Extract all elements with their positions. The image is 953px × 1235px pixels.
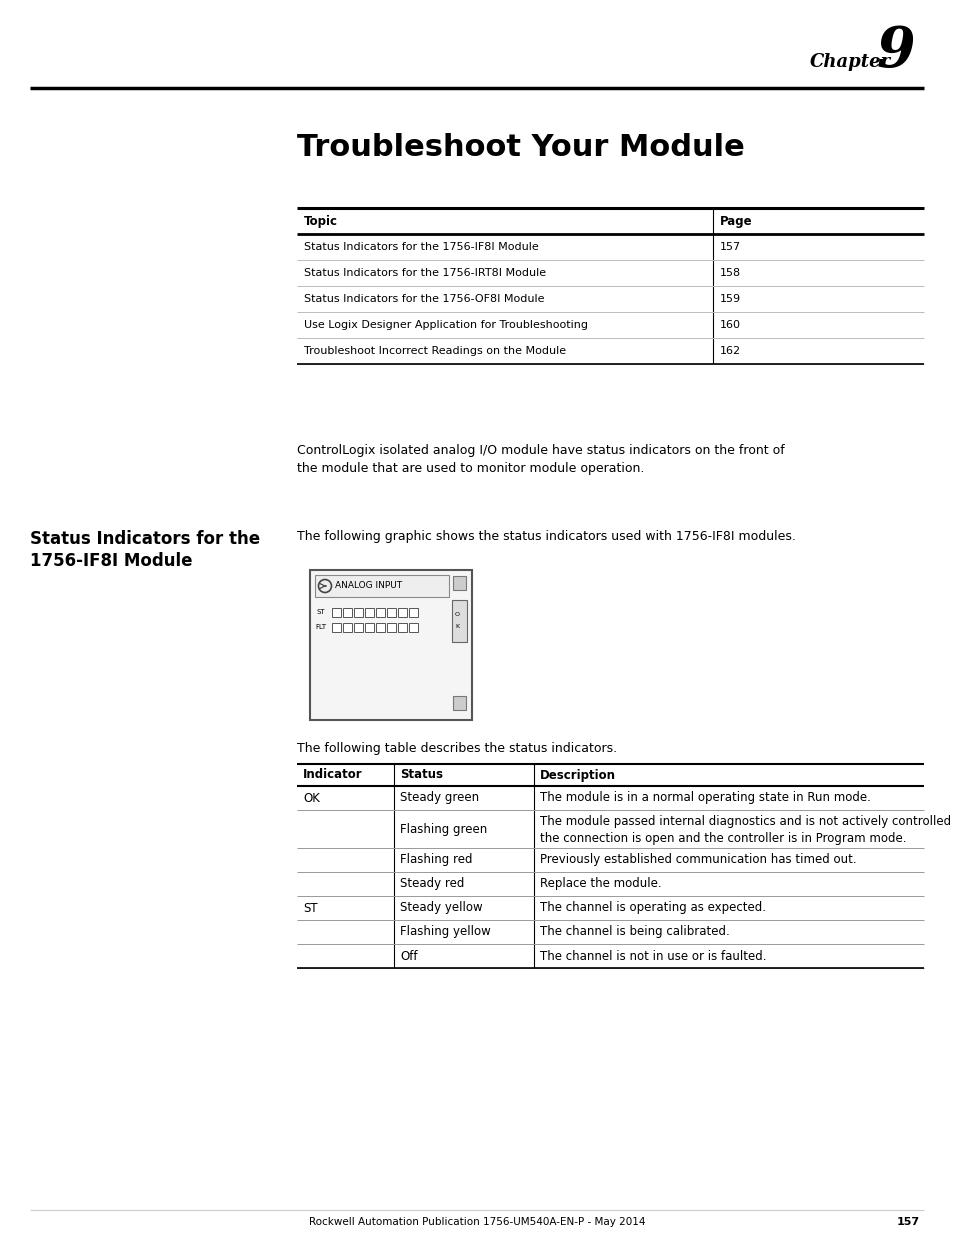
Text: 159: 159	[720, 294, 740, 304]
Text: 9: 9	[876, 25, 915, 79]
Text: The channel is being calibrated.: The channel is being calibrated.	[539, 925, 729, 939]
Text: 157: 157	[896, 1216, 919, 1228]
Text: 160: 160	[720, 320, 740, 330]
Text: Status Indicators for the 1756-IRT8I Module: Status Indicators for the 1756-IRT8I Mod…	[304, 268, 545, 278]
Text: 158: 158	[720, 268, 740, 278]
Bar	[314, 576, 449, 597]
Bar	[453, 697, 465, 710]
Text: 162: 162	[720, 346, 740, 356]
Text: ControlLogix isolated analog I/O module have status indicators on the front of
t: ControlLogix isolated analog I/O module …	[296, 445, 784, 475]
Bar	[409, 622, 417, 632]
Text: Status Indicators for the: Status Indicators for the	[30, 530, 260, 548]
Text: Troubleshoot Your Module: Troubleshoot Your Module	[296, 133, 744, 163]
Text: Status Indicators for the 1756-IF8I Module: Status Indicators for the 1756-IF8I Modu…	[304, 242, 538, 252]
Bar	[387, 622, 395, 632]
Text: The module is in a normal operating state in Run mode.: The module is in a normal operating stat…	[539, 792, 870, 804]
Bar	[452, 600, 467, 642]
Text: The following table describes the status indicators.: The following table describes the status…	[296, 742, 617, 755]
Bar	[343, 608, 352, 618]
Bar	[375, 622, 385, 632]
Text: O: O	[455, 611, 459, 616]
Text: Flashing yellow: Flashing yellow	[399, 925, 490, 939]
Text: ANALOG INPUT: ANALOG INPUT	[335, 582, 402, 590]
Text: 157: 157	[720, 242, 740, 252]
Text: Off: Off	[399, 950, 417, 962]
Bar	[375, 608, 385, 618]
Bar	[354, 608, 363, 618]
Bar	[365, 622, 374, 632]
Text: OK: OK	[303, 792, 319, 804]
Bar	[409, 608, 417, 618]
Text: 1756-IF8I Module: 1756-IF8I Module	[30, 552, 193, 571]
Bar	[354, 622, 363, 632]
Text: The following graphic shows the status indicators used with 1756-IF8I modules.: The following graphic shows the status i…	[296, 530, 795, 543]
Text: Status Indicators for the 1756-OF8I Module: Status Indicators for the 1756-OF8I Modu…	[304, 294, 544, 304]
Text: Topic: Topic	[304, 215, 337, 227]
Text: The channel is operating as expected.: The channel is operating as expected.	[539, 902, 765, 914]
Bar	[332, 608, 340, 618]
Text: Flashing red: Flashing red	[399, 853, 472, 867]
Text: Indicator: Indicator	[303, 768, 362, 782]
Text: FLT: FLT	[314, 624, 326, 630]
Text: Description: Description	[539, 768, 616, 782]
Text: Steady red: Steady red	[399, 878, 464, 890]
Text: The module passed internal diagnostics and is not actively controlled or
the con: The module passed internal diagnostics a…	[539, 815, 953, 845]
Text: Rockwell Automation Publication 1756-UM540A-EN-P - May 2014: Rockwell Automation Publication 1756-UM5…	[309, 1216, 644, 1228]
Text: The channel is not in use or is faulted.: The channel is not in use or is faulted.	[539, 950, 765, 962]
Text: K: K	[455, 624, 458, 629]
Text: Use Logix Designer Application for Troubleshooting: Use Logix Designer Application for Troub…	[304, 320, 587, 330]
Text: Flashing green: Flashing green	[399, 823, 487, 836]
Bar	[397, 622, 407, 632]
Text: Status: Status	[399, 768, 442, 782]
Text: Replace the module.: Replace the module.	[539, 878, 661, 890]
Text: Page: Page	[720, 215, 752, 227]
Text: Chapter: Chapter	[809, 53, 890, 70]
Text: ST: ST	[316, 609, 325, 615]
Text: Steady green: Steady green	[399, 792, 478, 804]
Bar	[343, 622, 352, 632]
Text: ST: ST	[303, 902, 317, 914]
Bar	[310, 571, 472, 720]
Bar	[387, 608, 395, 618]
Bar	[332, 622, 340, 632]
Text: Steady yellow: Steady yellow	[399, 902, 482, 914]
Bar	[453, 576, 465, 590]
Text: Troubleshoot Incorrect Readings on the Module: Troubleshoot Incorrect Readings on the M…	[304, 346, 565, 356]
Bar	[397, 608, 407, 618]
Bar	[365, 608, 374, 618]
Text: Previously established communication has timed out.: Previously established communication has…	[539, 853, 856, 867]
